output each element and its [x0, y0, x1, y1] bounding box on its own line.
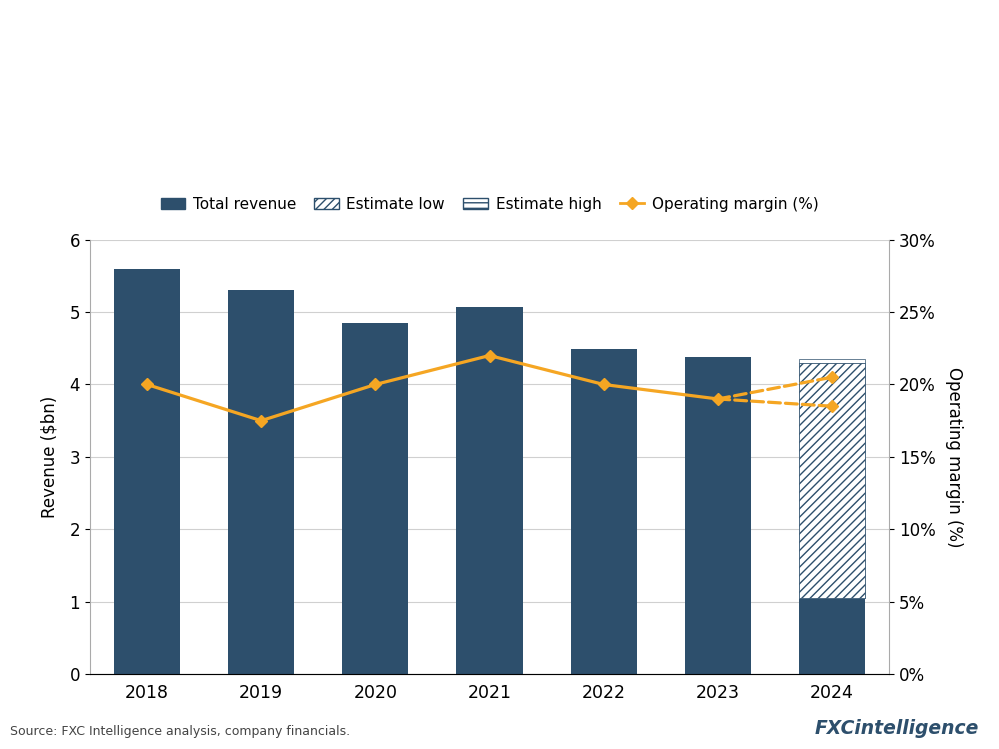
Text: Source: FXC Intelligence analysis, company financials.: Source: FXC Intelligence analysis, compa…	[10, 725, 350, 738]
Bar	[343, 323, 409, 674]
Bar	[114, 270, 180, 674]
Bar	[799, 598, 865, 674]
Y-axis label: Operating margin (%): Operating margin (%)	[945, 367, 963, 547]
Bar	[457, 307, 522, 674]
Y-axis label: Revenue ($bn): Revenue ($bn)	[40, 395, 59, 518]
Bar	[228, 291, 295, 674]
Bar	[799, 360, 865, 598]
Bar	[799, 363, 865, 598]
Bar	[570, 349, 636, 674]
Text: WU yearly revenues and operating margin, 2018-2023 and 2024E: WU yearly revenues and operating margin,…	[13, 103, 588, 121]
Text: Western Union increases FY revenue projections amid Q1 upswing: Western Union increases FY revenue proje…	[13, 32, 999, 58]
Text: FXCintelligence: FXCintelligence	[814, 719, 979, 738]
Bar	[799, 363, 865, 598]
Bar	[684, 357, 751, 674]
Legend: Total revenue, Estimate low, Estimate high, Operating margin (%): Total revenue, Estimate low, Estimate hi…	[161, 196, 818, 212]
